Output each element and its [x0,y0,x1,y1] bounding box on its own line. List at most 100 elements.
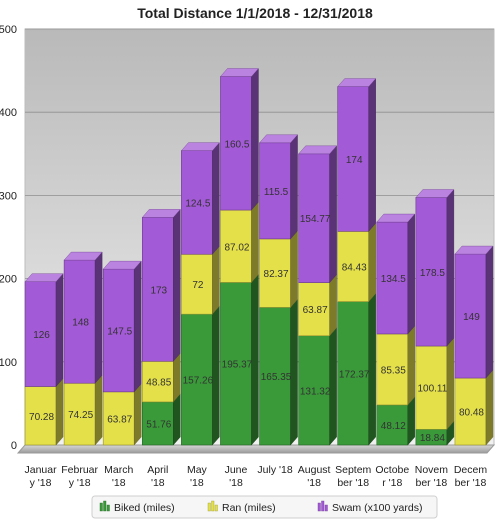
data-label: 147.5 [107,327,132,338]
data-label: 82.37 [264,269,289,280]
bar-segment [376,221,409,335]
x-tick-label: r '18 [382,477,402,489]
data-label: 84.43 [342,262,367,273]
bar-segment [63,382,96,446]
legend-label: Swam (x100 yards) [332,502,422,514]
bar-segment-side [329,327,337,446]
bar-segment-top [220,68,259,77]
x-tick-label: '18 [112,477,126,489]
data-label: 178.5 [420,268,445,279]
data-label: 173 [150,285,167,296]
x-tick-label: May [187,464,208,476]
bar-segment [141,217,174,362]
data-label: 148 [72,318,89,329]
bar-segment-side [251,67,259,211]
data-label: 157.26 [183,376,214,387]
bar-segment [141,401,174,446]
x-tick-label: '18 [151,477,165,489]
data-label: 131.32 [300,386,331,397]
data-label: 124.5 [185,198,210,209]
x-tick-label: '18 [229,477,243,489]
bar-segment [337,86,370,232]
legend-swatch [317,502,321,512]
bar-segment [24,386,57,446]
x-tick-label: Februar [61,464,98,476]
data-label: 63.87 [107,414,132,425]
bar-segment-side [173,208,181,362]
x-tick-label: ber '18 [337,477,369,489]
y-tick-label: 400 [0,107,17,119]
legend-swatch [99,502,103,512]
bar-segment [259,142,291,240]
legend-swatch [214,504,218,512]
x-tick-label: August [298,464,331,476]
x-tick-label: Decem [454,464,488,476]
bar-segment-side [368,222,376,303]
bar-segment-side [407,396,415,446]
legend-box [91,495,438,519]
data-label: 154.77 [300,214,331,225]
bar-segment-side [94,374,103,446]
data-label: 172.37 [339,369,370,380]
bar-segment-top [180,142,220,151]
legend-swatch [207,502,211,512]
bar-segment [298,335,330,446]
data-label: 174 [346,155,363,166]
bar-segment-side [485,369,494,446]
bar-segment-top [298,145,338,155]
y-tick-label: 0 [11,440,17,452]
legend-swatch [106,504,110,512]
bar-segment-side [290,298,298,446]
bar-segment-side [212,142,220,255]
bar-segment-side [446,337,455,430]
bar-segment-top [415,189,455,198]
x-tick-label: March [104,464,133,476]
bar-segment-top [102,260,142,270]
bar-segment-side [446,188,455,347]
data-label: 100.11 [417,384,447,395]
bar-segment-top [63,251,103,261]
x-tick-label: y '18 [30,477,52,489]
data-label: 74.25 [68,410,93,421]
bar-segment-side [368,293,376,446]
bar-segment [181,313,213,446]
bar-segment-side [407,213,415,335]
bar-segment-side [212,245,220,315]
bar-segment-side [368,78,376,232]
x-tick-label: Septem [335,464,371,476]
legend-swatch [324,504,328,512]
data-labels: 70.28 126 74.25 148 63.87 147.5 51.76 48.85 173 1… [29,139,484,444]
legend-swatch [211,500,215,512]
y-tick-label: 200 [0,274,17,286]
bar-segment-side [329,145,337,284]
y-tick-label: 100 [0,357,17,369]
data-label: 126 [33,330,50,341]
bar-segment-side [251,273,259,446]
data-label: 51.76 [146,419,171,430]
bar-segment [102,391,135,446]
bar-segment-side [55,273,64,388]
chart-title: Total Distance 1/1/2018 - 12/31/2018 [137,5,373,21]
bar-segment [415,345,448,430]
bar-segment-top [454,245,494,255]
bar-segment [259,307,291,446]
x-tick-label: Octobe [375,464,409,476]
data-label: 85.35 [381,365,406,376]
x-tick-label: '18 [307,477,321,489]
bar-segment [220,282,252,446]
data-label: 87.02 [224,242,249,253]
bar-segment-top [141,209,181,218]
bar-segment-top [259,134,298,144]
x-tick-label: June [225,464,248,476]
data-label: 134.5 [381,274,406,285]
bar-segment-side [134,383,142,446]
bar-segment-top [376,213,416,223]
bar-segment [220,209,252,283]
x-tick-label: April [147,464,168,476]
bar-segment-side [134,260,142,393]
bar-segment-side [212,305,220,446]
data-label: 70.28 [29,412,54,423]
bar-segment [376,404,409,446]
